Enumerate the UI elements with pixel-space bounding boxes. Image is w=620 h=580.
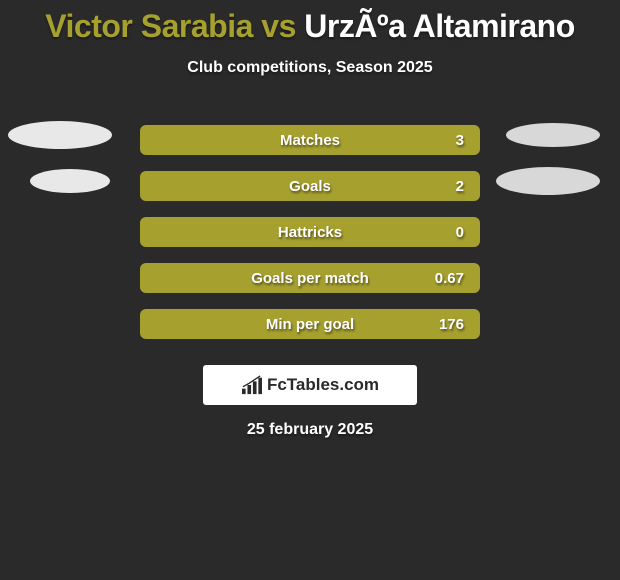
logo-box[interactable]: FcTables.com [203, 365, 417, 405]
stat-label: Goals per match [251, 270, 369, 287]
player1-name: Victor Sarabia [45, 8, 253, 44]
logo-text: FcTables.com [267, 375, 379, 395]
stat-value: 3 [456, 132, 464, 149]
stat-value: 0.67 [435, 270, 464, 287]
stat-value: 2 [456, 178, 464, 195]
stat-value: 176 [439, 316, 464, 333]
player1-marker [8, 121, 112, 149]
stat-label: Min per goal [266, 316, 354, 333]
stat-row: Goals 2 [0, 163, 620, 209]
stat-bar: Hattricks 0 [140, 217, 480, 247]
subtitle: Club competitions, Season 2025 [0, 59, 620, 77]
stat-bar: Goals 2 [140, 171, 480, 201]
player2-name: UrzÃºa Altamirano [304, 8, 575, 44]
stat-value: 0 [456, 224, 464, 241]
stat-bar: Goals per match 0.67 [140, 263, 480, 293]
player2-marker [496, 167, 600, 195]
stat-row: Min per goal 176 [0, 301, 620, 347]
stat-bar: Min per goal 176 [140, 309, 480, 339]
player1-marker [30, 169, 110, 193]
chart-icon [241, 375, 263, 395]
stats-container: Matches 3 Goals 2 Hattricks 0 Goals per match 0… [0, 117, 620, 347]
stat-label: Goals [289, 178, 331, 195]
stat-label: Hattricks [278, 224, 342, 241]
stat-label: Matches [280, 132, 340, 149]
stat-bar: Matches 3 [140, 125, 480, 155]
stat-row: Goals per match 0.67 [0, 255, 620, 301]
stat-row: Hattricks 0 [0, 209, 620, 255]
page-title: Victor Sarabia vs UrzÃºa Altamirano [0, 0, 620, 45]
date-text: 25 february 2025 [0, 421, 620, 439]
vs-text: vs [253, 8, 304, 44]
player2-marker [506, 123, 600, 147]
stat-row: Matches 3 [0, 117, 620, 163]
